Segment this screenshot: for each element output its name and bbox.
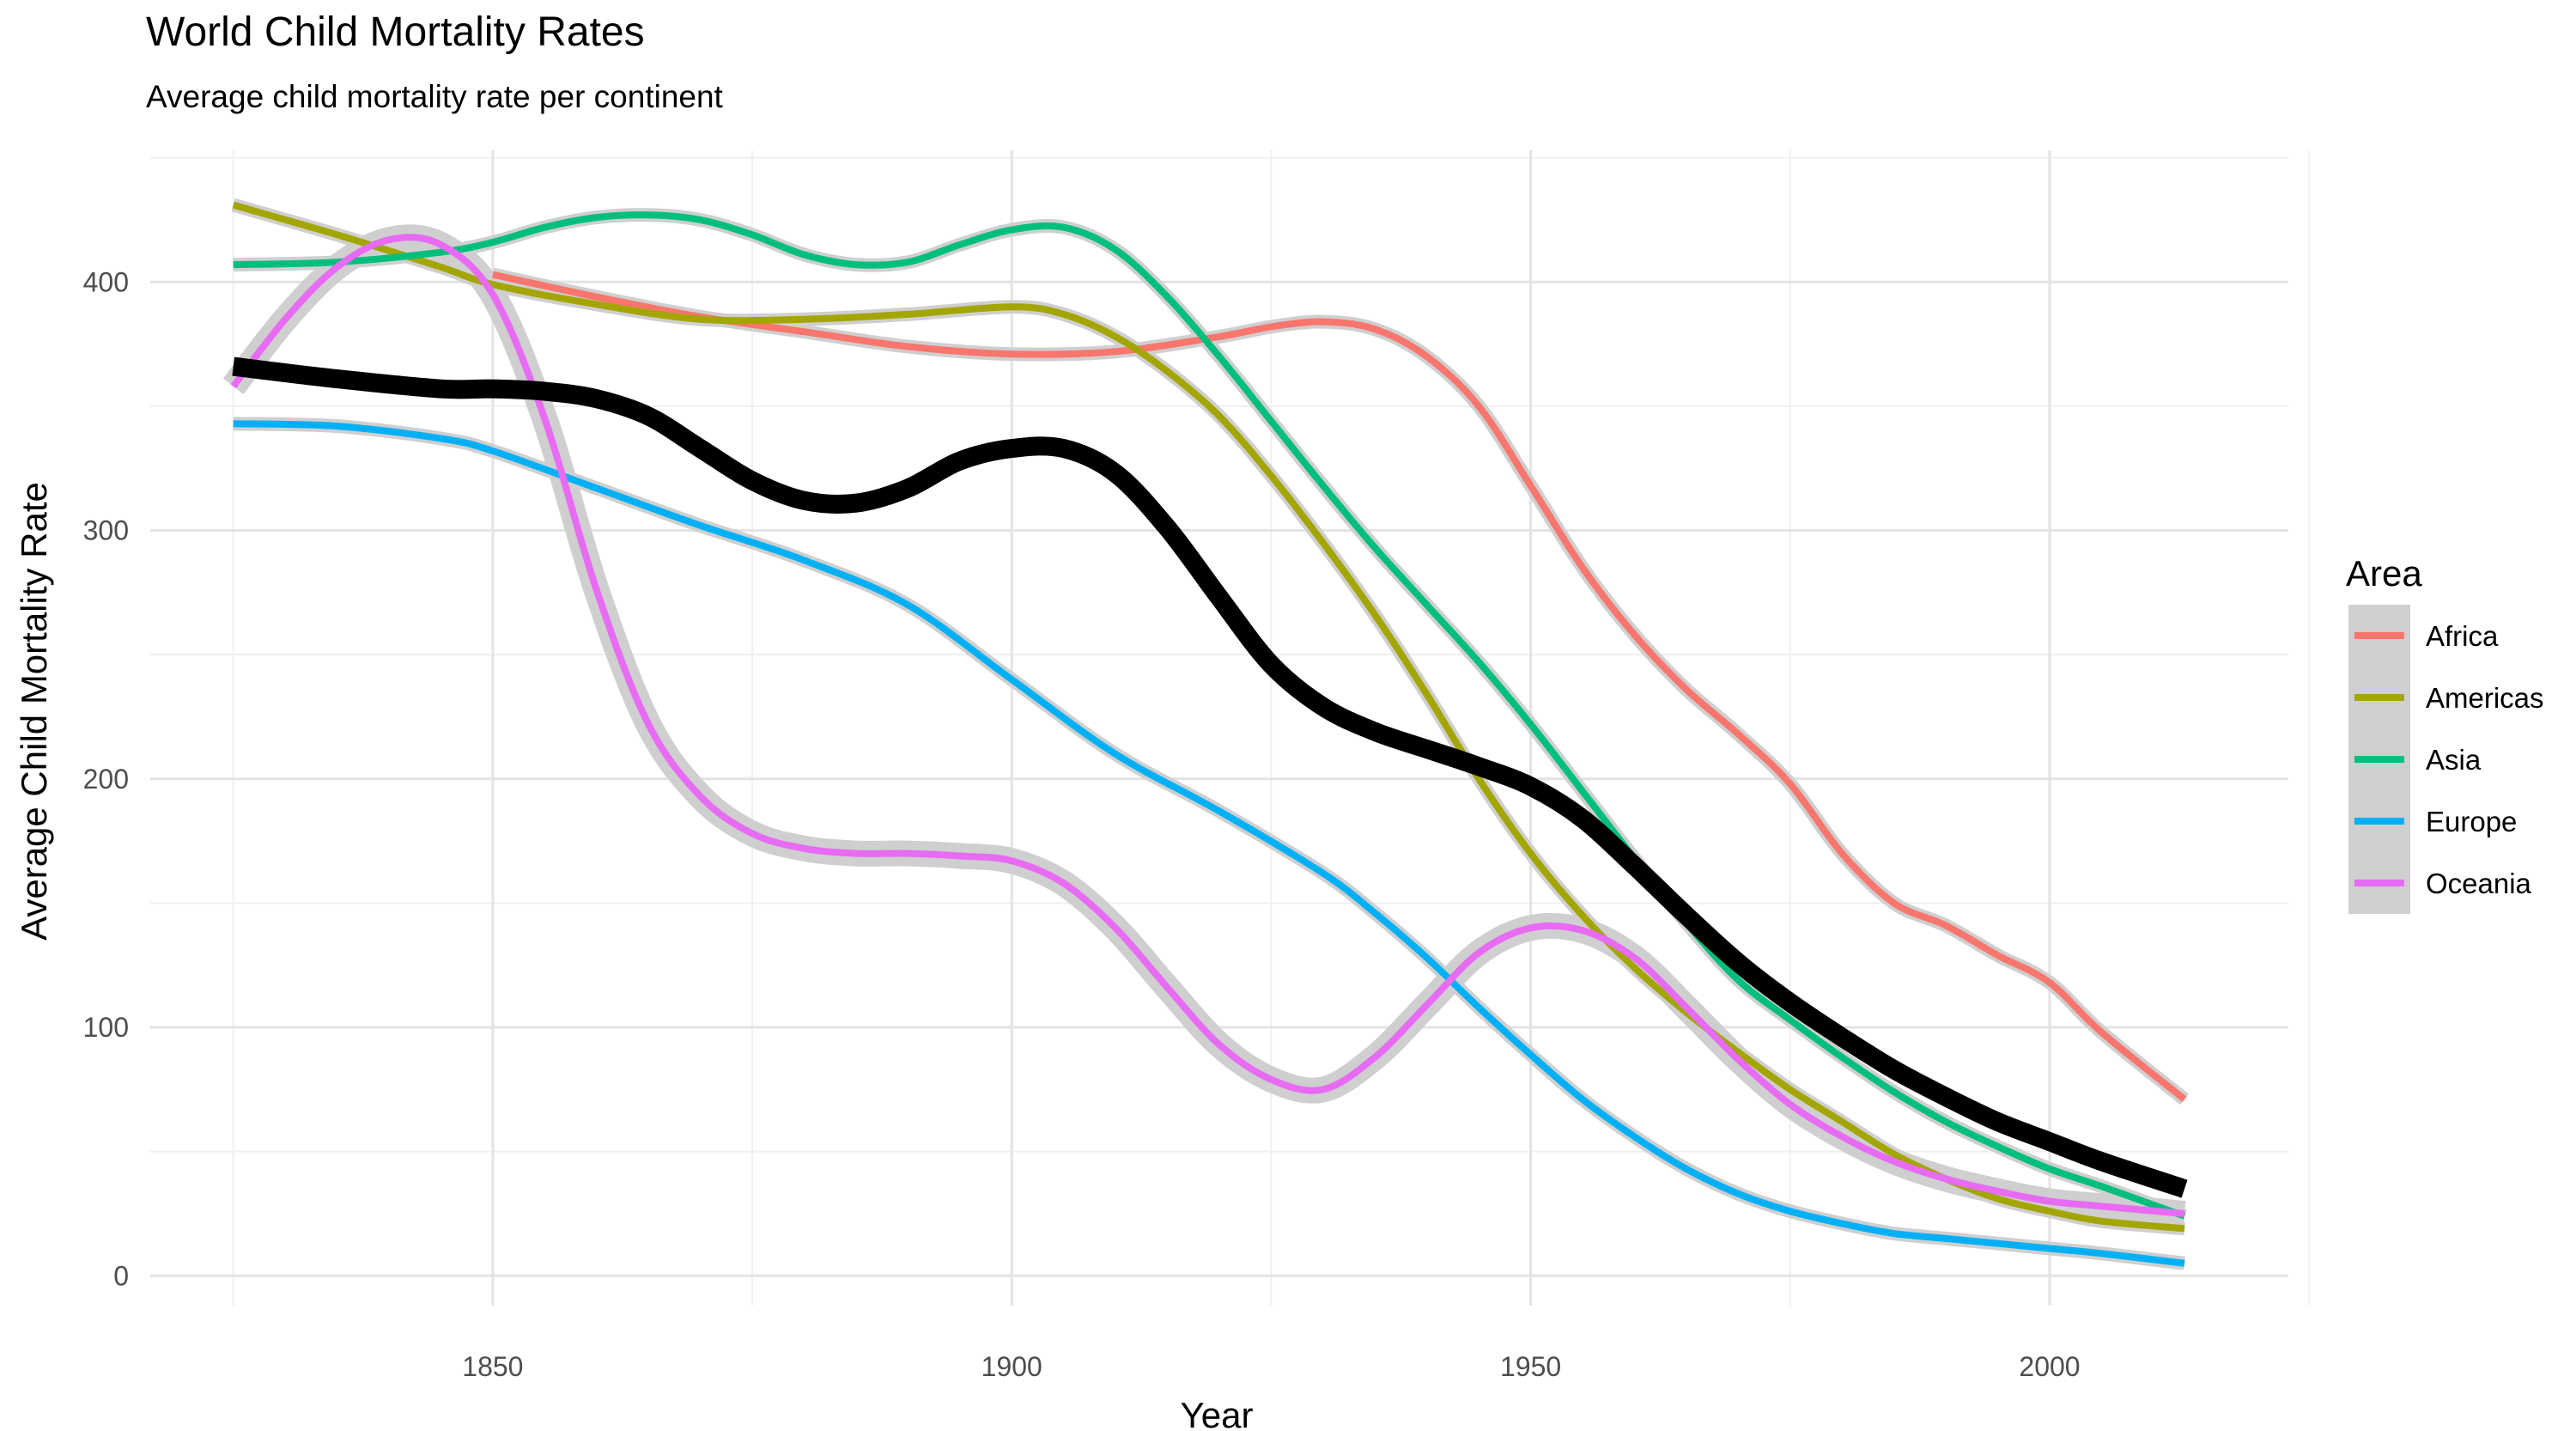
y-tick-label: 0	[113, 1260, 129, 1291]
series-line-overall-average	[232, 356, 2188, 1198]
x-tick-label: 1950	[1500, 1351, 1561, 1382]
y-tick-label: 400	[83, 266, 129, 297]
legend-label-oceania: Oceania	[2426, 868, 2532, 899]
x-axis-title: Year	[1181, 1395, 1254, 1431]
y-tick-label: 200	[83, 764, 129, 795]
confidence-band-europe	[233, 417, 2186, 1270]
y-axis-title: Average Child Mortality Rate	[14, 482, 54, 941]
legend-title: Area	[2346, 553, 2422, 594]
x-tick-label: 1900	[981, 1351, 1042, 1382]
x-tick-label: 1850	[462, 1351, 523, 1382]
series-line-oceania	[230, 234, 2185, 1217]
chart-subtitle: Average child mortality rate per contine…	[146, 79, 723, 114]
legend-label-americas: Americas	[2426, 682, 2544, 714]
legend-label-europe: Europe	[2426, 806, 2517, 837]
legend-label-asia: Asia	[2426, 744, 2482, 776]
y-tick-label: 300	[83, 515, 129, 546]
series-line-asia	[233, 211, 2186, 1220]
chart-title: World Child Mortality Rates	[146, 9, 645, 55]
y-tick-label: 100	[83, 1012, 129, 1043]
tick-labels: 1850 1900 1950 2000 0 100 200 300 400	[83, 266, 2081, 1382]
series-lines	[230, 201, 2188, 1267]
confidence-band-africa	[491, 267, 2190, 1105]
grid	[150, 150, 2311, 1306]
x-tick-label: 2000	[2019, 1351, 2080, 1382]
series-line-europe	[233, 420, 2185, 1267]
legend: Area Africa Americas Asia Europe Oceania	[2346, 553, 2544, 914]
legend-label-africa: Africa	[2426, 620, 2499, 652]
series-line-africa	[492, 271, 2187, 1103]
series-line-americas	[232, 201, 2185, 1233]
